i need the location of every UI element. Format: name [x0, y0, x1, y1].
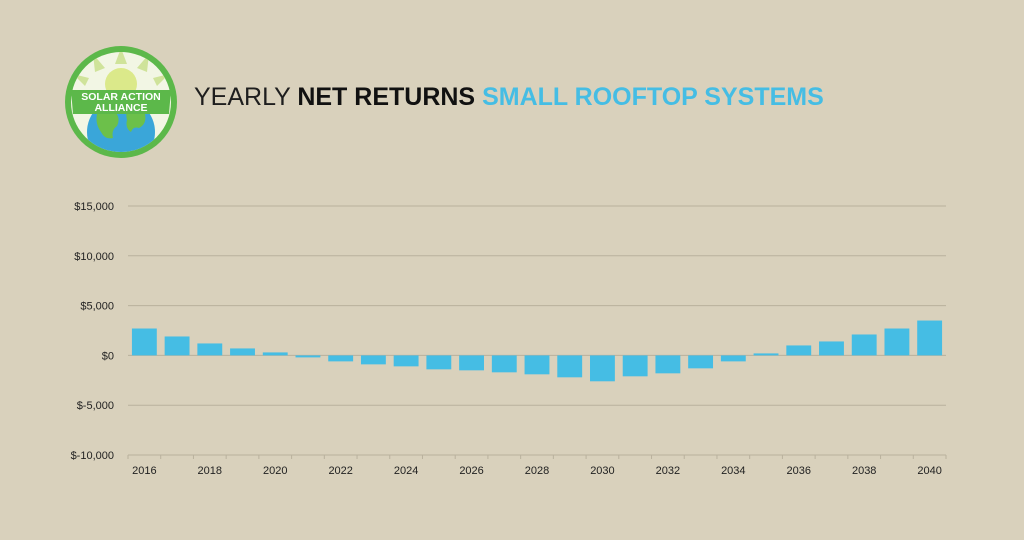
y-tick-label: $-10,000: [71, 450, 114, 462]
bar-2022: [328, 355, 354, 362]
y-tick-label: $-5,000: [77, 400, 114, 412]
bar-2023: [360, 355, 386, 365]
bar-2027: [491, 355, 517, 373]
bar-2032: [655, 355, 681, 374]
bar-2028: [524, 355, 550, 375]
bar-2035: [753, 353, 779, 356]
x-tick-label: 2032: [656, 465, 680, 477]
bar-2036: [786, 345, 812, 356]
bar-2038: [851, 334, 877, 356]
chart-title: YEARLY NET RETURNS SMALL ROOFTOP SYSTEMS: [194, 82, 824, 112]
bar-2016: [131, 328, 157, 356]
bar-2037: [819, 341, 844, 356]
x-tick-label: 2020: [263, 465, 287, 477]
bar-2019: [230, 348, 255, 356]
bar-2020: [262, 352, 288, 356]
y-tick-label: $15,000: [74, 201, 114, 213]
bar-2034: [720, 355, 746, 362]
solar-action-alliance-logo: SOLAR ACTION ALLIANCE: [65, 46, 177, 158]
x-tick-label: 2028: [525, 465, 549, 477]
y-tick-label: $0: [102, 350, 114, 362]
x-tick-label: 2026: [459, 465, 483, 477]
title-part-small-rooftop: SMALL ROOFTOP SYSTEMS: [482, 83, 824, 111]
title-part-yearly: YEARLY: [194, 83, 291, 111]
title-part-net-returns: NET RETURNS: [297, 83, 476, 111]
y-tick-label: $5,000: [80, 301, 114, 313]
bar-2039: [884, 328, 910, 356]
bar-2030: [590, 355, 615, 382]
bar-2031: [622, 355, 648, 377]
x-tick-label: 2022: [328, 465, 352, 477]
x-tick-label: 2040: [917, 465, 941, 477]
x-tick-label: 2036: [787, 465, 811, 477]
bar-2021: [295, 355, 321, 358]
bar-2017: [164, 336, 190, 356]
x-tick-label: 2016: [132, 465, 156, 477]
bar-2033: [688, 355, 714, 369]
logo-line2: ALLIANCE: [94, 102, 147, 114]
bar-2026: [459, 355, 484, 371]
x-tick-label: 2018: [198, 465, 222, 477]
x-tick-label: 2034: [721, 465, 745, 477]
bar-2040: [917, 320, 943, 356]
y-tick-label: $10,000: [74, 251, 114, 263]
x-tick-label: 2030: [590, 465, 614, 477]
bar-2029: [557, 355, 583, 378]
bar-2024: [393, 355, 419, 367]
x-tick-label: 2024: [394, 465, 418, 477]
bar-2025: [426, 355, 452, 370]
logo-line1: SOLAR ACTION: [81, 91, 161, 103]
bar-2018: [197, 343, 223, 356]
x-tick-label: 2038: [852, 465, 876, 477]
